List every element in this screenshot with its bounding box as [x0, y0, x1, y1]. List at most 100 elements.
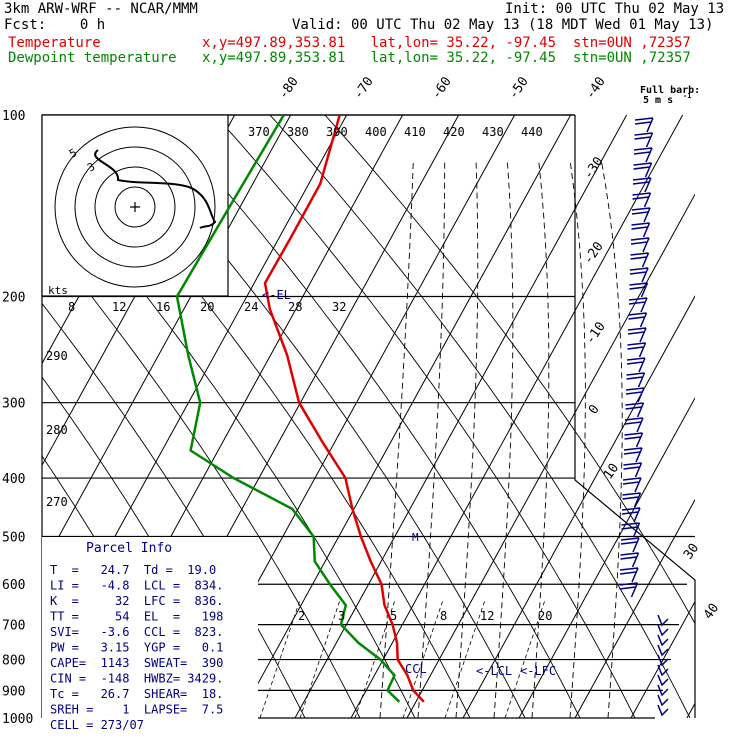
wind-barb	[657, 644, 669, 657]
isotherm-label: 30	[681, 541, 702, 562]
wind-barb	[631, 207, 651, 223]
isotherm-line	[462, 295, 695, 719]
wind-barb	[657, 664, 669, 677]
hodograph-speed-label: 8	[68, 300, 75, 314]
parcel-info-row: T = 24.7 Td = 19.0	[50, 563, 216, 577]
wind-barb	[621, 522, 641, 538]
parcel-info-row: SREH = 1 LAPSE= 7.5	[50, 703, 223, 717]
isotherm-line	[574, 498, 695, 719]
hodograph-ring	[94, 166, 176, 248]
parcel-info-box	[42, 537, 258, 725]
isotherm-label: -60	[429, 74, 455, 102]
wind-barb	[657, 674, 669, 687]
pressure-label: 400	[2, 472, 25, 487]
wind-barb	[657, 624, 669, 637]
parcel-info-row: TT = 54 EL = 198	[50, 610, 223, 624]
theta-label: 280	[46, 423, 68, 437]
wind-barb	[620, 552, 640, 568]
wind-barb	[657, 704, 669, 717]
hodograph-speed-label: 16	[156, 300, 170, 314]
isotherm-label: -80	[276, 74, 302, 102]
wind-barb	[623, 462, 643, 478]
barb-legend-title: Full barb:	[640, 85, 700, 96]
isotherm-line	[518, 396, 695, 719]
wind-barb	[657, 634, 669, 647]
theta-label: 380	[287, 125, 309, 139]
dry-adiabat-line	[324, 115, 695, 625]
right-border	[574, 115, 696, 718]
theta-label: 410	[404, 125, 426, 139]
pressure-label: 1000	[2, 712, 33, 727]
moist-adiabat-line	[531, 159, 550, 719]
isotherm-label: -50	[506, 74, 532, 102]
wind-barb	[634, 132, 654, 148]
moist-adiabat-line	[493, 159, 514, 719]
moist-adiabat-line	[569, 159, 586, 719]
mixing-ratio-label: 8	[440, 609, 447, 623]
dewpoint-profile	[175, 115, 401, 703]
parcel-info-row: Tc = 26.7 SHEAR= 18.	[50, 687, 223, 701]
wind-barb	[633, 147, 653, 163]
el-annotation: <-EL	[262, 288, 291, 302]
hodograph-speed-label: 20	[200, 300, 214, 314]
isotherm-label: 10	[601, 461, 622, 482]
pressure-label: 900	[2, 684, 25, 699]
model-title: 3km ARW-WRF -- NCAR/MMM	[4, 1, 198, 17]
isotherm-line	[406, 193, 695, 719]
wind-barb	[619, 582, 639, 598]
wind-barb	[621, 507, 641, 523]
mixing-ratio-label: 20	[538, 609, 552, 623]
wind-barb	[619, 567, 639, 583]
hodograph-trace	[94, 149, 217, 229]
dewpoint-legend-label: Dewpoint temperature	[8, 50, 177, 66]
parcel-info-row: PW = 3.15 YGP = 0.1	[50, 641, 223, 655]
isotherm-line	[238, 115, 572, 719]
mixing-ratio-label: 12	[480, 609, 494, 623]
pressure-label: 700	[2, 619, 25, 634]
isotherm-line	[630, 600, 695, 719]
wind-barb	[633, 162, 653, 178]
wind-barb	[620, 537, 640, 553]
theta-label: 270	[46, 495, 68, 509]
isotherm-line	[350, 115, 684, 719]
temperature-legend-label: Temperature	[8, 35, 101, 51]
isotherm-label: -10	[583, 319, 609, 347]
forecast-hour: Fcst: 0 h	[4, 17, 106, 33]
wind-barb	[625, 387, 645, 403]
theta-label: 390	[326, 125, 348, 139]
init-time: Init: 00 UTC Thu 02 May 13	[505, 1, 725, 17]
isotherm-label: -20	[581, 239, 607, 267]
barb-legend-units: 5 m s	[643, 95, 673, 106]
theta-label: 440	[521, 125, 543, 139]
hodograph-units: kts	[48, 284, 68, 297]
isotherm-label: 0	[586, 402, 603, 417]
dry-adiabat-line	[159, 115, 581, 719]
isotherm-label: 40	[701, 601, 722, 622]
parcel-info-row: LI = -4.8 LCL = 834.	[50, 579, 223, 593]
wind-barb	[657, 694, 669, 707]
wind-barb	[628, 312, 648, 328]
hodograph-ring	[54, 126, 216, 288]
lfc-annotation: <-LFC	[520, 664, 556, 678]
lcl-annotation: <-LCL	[476, 664, 512, 678]
wind-barb	[629, 267, 649, 283]
moist-adiabat-line	[417, 159, 446, 719]
hodograph-speed-label: 28	[288, 300, 302, 314]
theta-label: 420	[443, 125, 465, 139]
dry-adiabat-line	[269, 115, 691, 719]
wind-barb	[622, 492, 642, 508]
barb-legend-sup: -1	[683, 92, 691, 100]
temperature-legend-coords: x,y=497.89,353.81 lat,lon= 35.22, -97.45…	[202, 35, 691, 51]
pressure-label: 100	[2, 109, 25, 124]
parcel-info-row: CIN = -148 HWBZ= 3429.	[50, 672, 223, 686]
pressure-label: 200	[2, 291, 25, 306]
m-annotation: M	[412, 531, 419, 544]
theta-label: 370	[248, 125, 270, 139]
mixing-ratio-label: 2	[298, 609, 305, 623]
mixing-ratio-label: 3	[338, 609, 345, 623]
isotherm-label: -40	[583, 74, 609, 102]
wind-barb	[657, 654, 669, 667]
wind-barb	[622, 477, 642, 493]
pressure-label: 500	[2, 530, 25, 545]
